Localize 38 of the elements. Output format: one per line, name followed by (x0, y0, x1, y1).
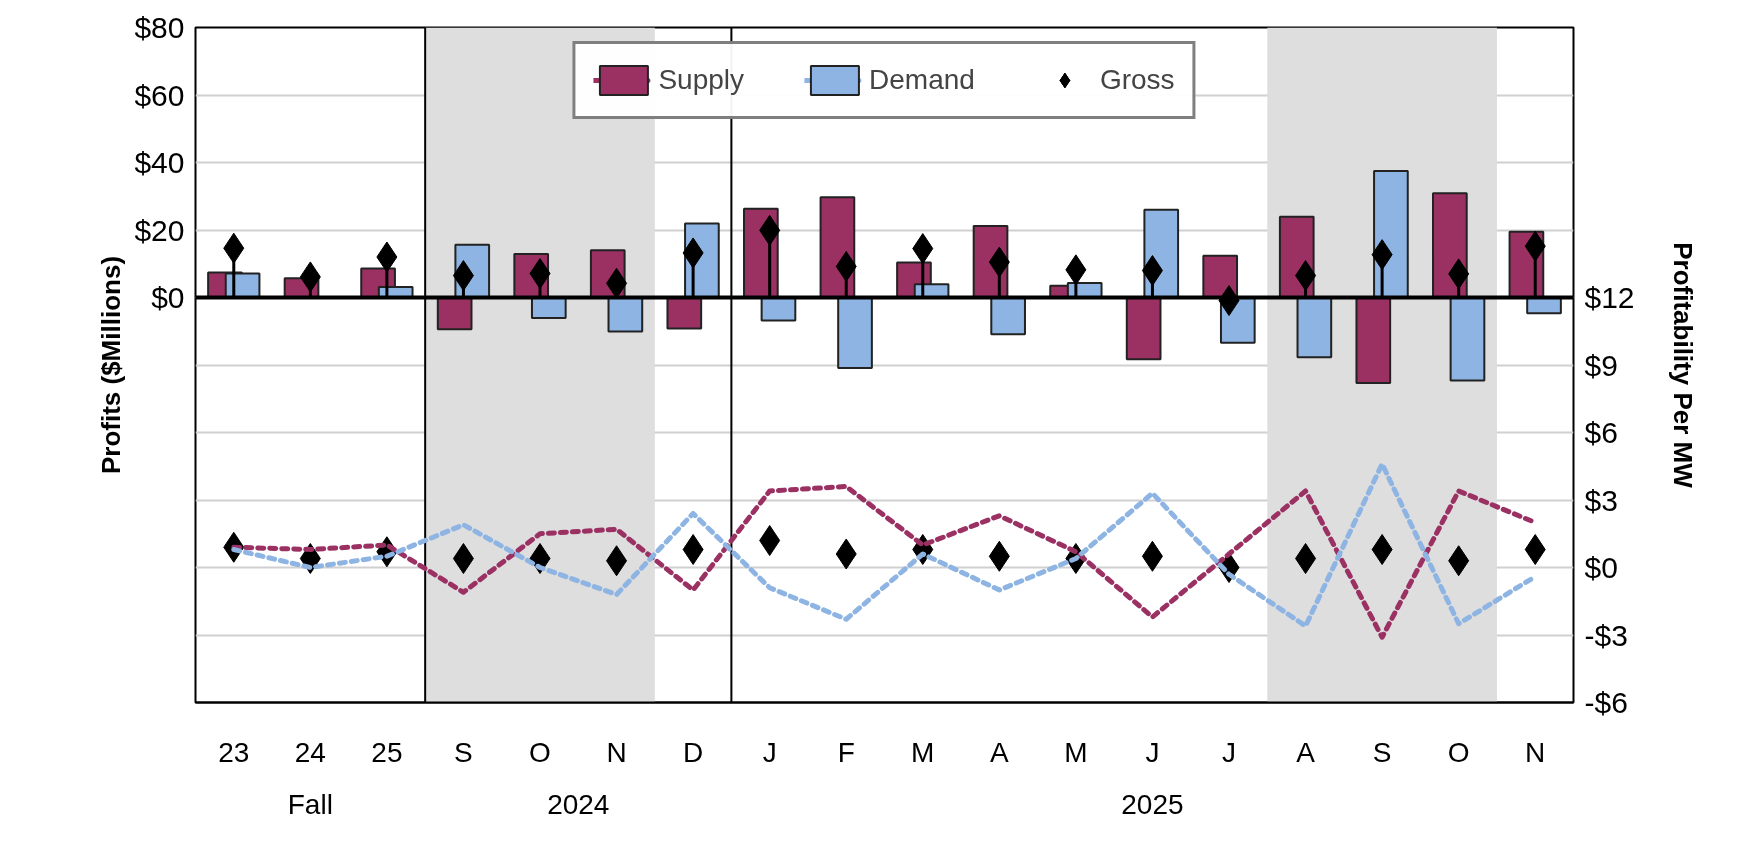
x-tick-label: F (837, 736, 855, 768)
y-tick-label: $60 (134, 78, 185, 112)
x-tick-label: 25 (371, 736, 403, 768)
x-tick-label: O (1447, 736, 1470, 768)
y2-tick-label: -$3 (1584, 618, 1628, 652)
text: 2025 (1121, 788, 1184, 820)
y-tick-label: $20 (134, 213, 185, 247)
x-tick-label: M (911, 736, 935, 768)
y-tick-label: $80 (134, 11, 185, 44)
y-tick-label: $40 (134, 146, 185, 179)
x-tick-label: A (1296, 736, 1316, 768)
y2-tick-label: $0 (1584, 551, 1618, 584)
y2-tick-label: -$6 (1584, 686, 1628, 719)
x-tick-label: M (1064, 736, 1088, 768)
x-tick-label: J (762, 736, 777, 768)
y2-tick-label: $9 (1584, 348, 1618, 382)
x-tick-label: 24 (294, 736, 326, 768)
legend-label: Demand (869, 64, 975, 96)
x-tick-label: S (1372, 736, 1392, 768)
x-tick-label: N (1525, 736, 1546, 768)
x-tick-label: A (990, 736, 1009, 768)
x-tick-label: J (1145, 736, 1160, 768)
y2-axis-title: Profitability Per MW (1667, 242, 1698, 489)
y-axis-title: Profits ($Millions) (96, 255, 127, 475)
y2-tick-label: $3 (1584, 483, 1618, 517)
y-tick-label: $0 (151, 281, 185, 314)
legend-label: Supply (658, 64, 745, 96)
x-tick-label: S (454, 736, 473, 768)
text: Fall (287, 788, 333, 820)
y2-tick-label: $12 (1584, 281, 1635, 314)
legend-label: Gross (1099, 64, 1175, 96)
x-tick-label: D (683, 736, 704, 768)
x-tick-label: 23 (218, 736, 250, 768)
x-tick-label: J (1222, 736, 1236, 768)
x-tick-label: O (529, 736, 551, 768)
x-tick-label: N (606, 736, 627, 768)
y2-tick-label: $6 (1584, 416, 1618, 449)
text: 2024 (547, 788, 610, 820)
